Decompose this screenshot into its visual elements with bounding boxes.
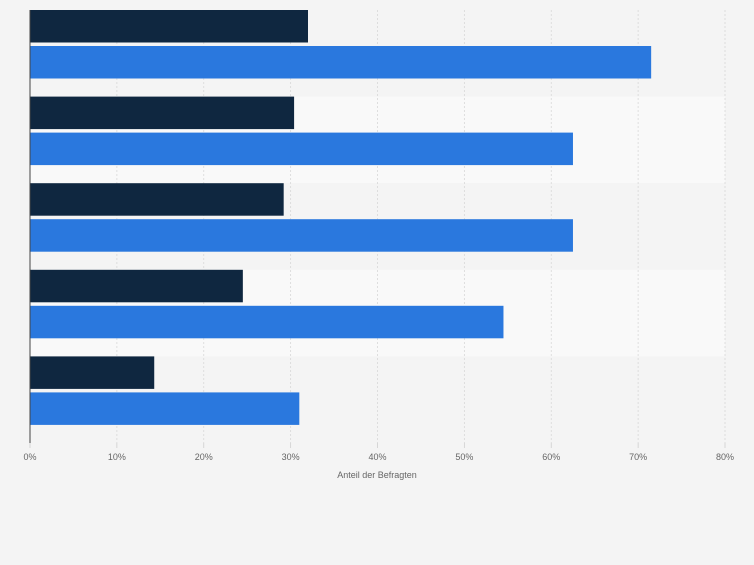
x-tick-label: 30% [282,452,300,462]
tick-labels: 0% 10% 20% 30% 40% 50% 60% 70% 80% [23,452,734,462]
x-tick-label: 60% [542,452,560,462]
bar-series-2 [30,46,652,79]
x-axis-title: Anteil der Befragten [337,470,417,480]
bar-series-2 [30,392,300,425]
bar-series-1 [30,96,295,130]
bar-series-2 [30,219,573,252]
x-tick-label: 20% [195,452,213,462]
bar-series-2 [30,305,504,339]
x-tick-label: 10% [108,452,126,462]
bar-series-1 [30,183,284,216]
x-tick-label: 50% [455,452,473,462]
x-tick-label: 40% [368,452,386,462]
axes [29,10,726,448]
bar-series-2 [30,132,573,166]
x-tick-label: 80% [716,452,734,462]
bar-series-1 [30,356,155,389]
bar-series-1 [30,10,308,43]
x-tick-label: 70% [629,452,647,462]
x-tick-label: 0% [23,452,36,462]
bars [30,10,652,425]
bar-series-1 [30,269,243,303]
